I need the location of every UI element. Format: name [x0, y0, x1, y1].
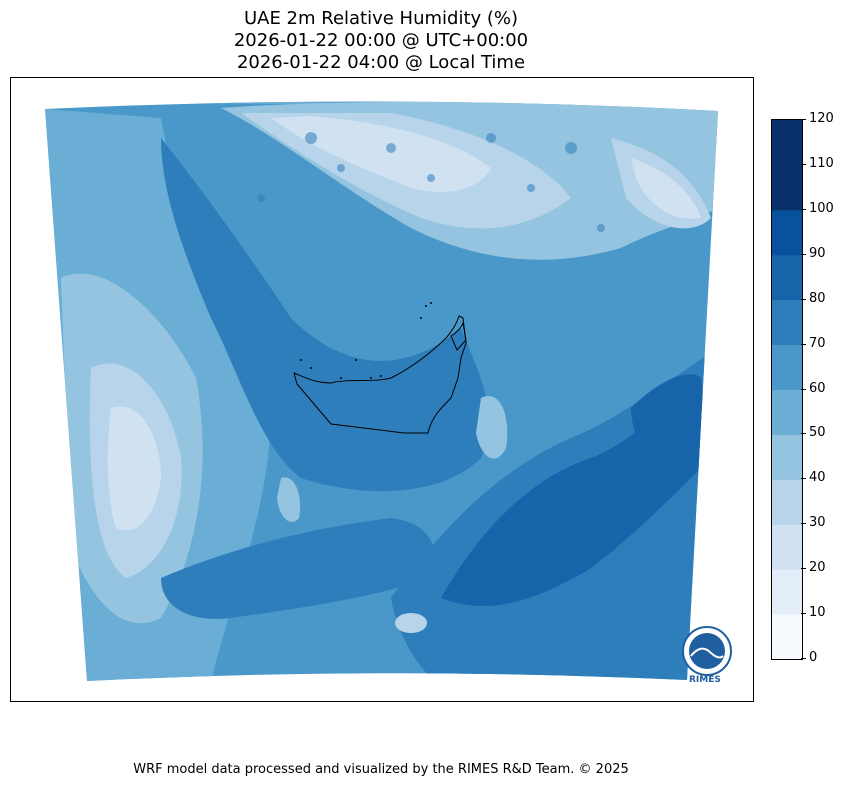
colorbar-tick-label: 70 [809, 335, 826, 351]
colorbar-swatch [772, 389, 802, 435]
colorbar-tick-label: 90 [809, 245, 826, 261]
title-line-3: 2026-01-22 04:00 @ Local Time [236, 52, 526, 73]
colorbar-tick [801, 433, 806, 435]
rimes-logo [682, 626, 732, 676]
colorbar-tick-label: 80 [809, 290, 826, 306]
colorbar-swatch [772, 299, 802, 346]
colorbar-tick-label: 110 [809, 155, 834, 171]
colorbar-tick-label: 40 [809, 470, 826, 486]
colorbar-tick [801, 298, 806, 300]
colorbar-swatch [772, 524, 802, 570]
humidity-field [45, 101, 718, 682]
colorbar-swatch [772, 479, 802, 525]
colorbar-tick-label: 60 [809, 380, 826, 396]
colorbar-swatch [772, 569, 802, 615]
colorbar-swatches [772, 120, 802, 660]
map-frame: RIMES [10, 77, 754, 702]
colorbar-tick [801, 253, 806, 255]
uae-boundary [293, 315, 467, 434]
colorbar-tick [801, 613, 806, 615]
humidity-map [45, 101, 732, 682]
uae-islands [300, 302, 432, 379]
colorbar-swatch [772, 120, 802, 166]
colorbar-tick-label: 50 [809, 425, 826, 441]
colorbar-swatch [772, 254, 802, 301]
colorbar-swatch [772, 344, 802, 390]
colorbar-swatch [772, 209, 802, 256]
title-line-2: 2026-01-22 00:00 @ UTC+00:00 [233, 30, 529, 51]
colorbar-tick-label: 0 [809, 650, 818, 665]
colorbar-swatch [772, 164, 802, 211]
colorbar-swatch [772, 434, 802, 480]
colorbar-tick [801, 119, 806, 120]
colorbar-tick [801, 658, 806, 659]
colorbar-tick [801, 523, 806, 525]
colorbar [771, 119, 803, 660]
footer-credit: WRF model data processed and visualized … [133, 762, 629, 777]
title-line-1: UAE 2m Relative Humidity (%) [243, 8, 519, 29]
colorbar-tick [801, 568, 806, 570]
colorbar-tick-label: 120 [809, 111, 834, 126]
colorbar-tick-label: 20 [809, 560, 826, 576]
colorbar-tick-label: 100 [809, 200, 834, 216]
colorbar-tick-label: 10 [809, 605, 826, 621]
colorbar-tick [801, 388, 806, 390]
colorbar-tick [801, 478, 806, 480]
colorbar-tick [801, 163, 806, 165]
colorbar-tick [801, 208, 806, 210]
colorbar-tick [801, 343, 806, 345]
colorbar-swatch [772, 614, 802, 660]
logo-text: RIMES [689, 675, 721, 685]
colorbar-tick-label: 30 [809, 515, 826, 531]
